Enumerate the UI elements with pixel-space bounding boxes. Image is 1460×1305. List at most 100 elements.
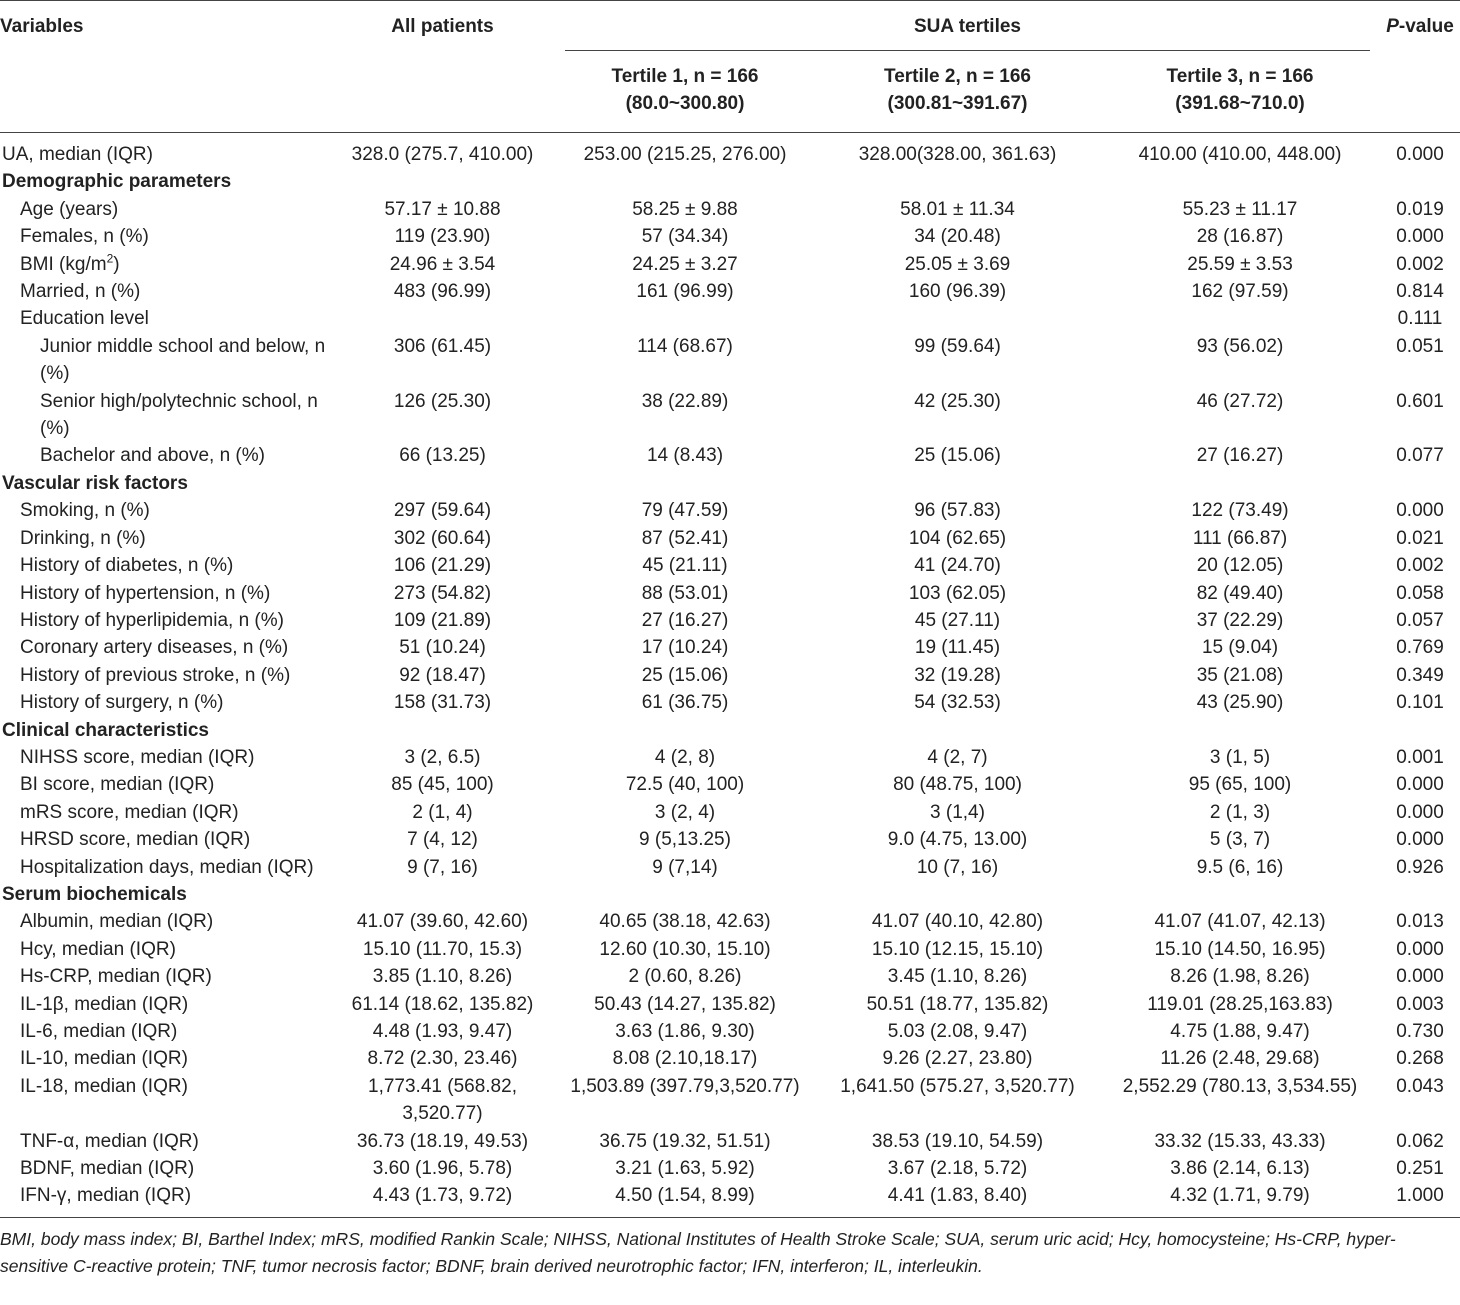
data-cell: 79 (47.59) bbox=[641, 500, 729, 522]
data-row: Age (years) 57.17 ± 10.88 58.25 ± 9.88 58.0… bbox=[0, 196, 1460, 223]
data-cell: 25.05 ± 3.69 bbox=[904, 253, 1011, 275]
data-row: BI score, median (IQR) 85 (45, 100) 72.5 (… bbox=[0, 771, 1460, 798]
data-cell: 119 (23.90) bbox=[394, 226, 491, 248]
data-cell: 3 (1, 5) bbox=[1209, 746, 1271, 768]
row-label: Education level bbox=[20, 308, 149, 330]
data-row: BMI (kg/m2) 24.96 ± 3.54 24.25 ± 3.27 25.05… bbox=[0, 251, 1460, 278]
p-rest: -value bbox=[1398, 16, 1454, 37]
data-cell: 410.00 (410.00, 448.00) bbox=[1138, 144, 1342, 165]
footnote: BMI, body mass index; BI, Barthel Index;… bbox=[0, 1217, 1460, 1281]
header-cell bbox=[0, 51, 330, 132]
data-cell: 9.0 (4.75, 13.00) bbox=[887, 829, 1028, 851]
section-title: Serum biochemicals bbox=[2, 883, 187, 905]
data-cell: 3.21 (1.63, 5.92) bbox=[615, 1158, 755, 1180]
tertile-header: Tertile 1, n = 166 (80.0~300.80) bbox=[555, 51, 815, 132]
data-row: TNF-α, median (IQR) 36.73 (18.19, 49.53) 3… bbox=[0, 1128, 1460, 1155]
data-row: History of surgery, n (%) 158 (31.73) 61 (… bbox=[0, 689, 1460, 716]
data-cell: 58.01 ± 11.34 bbox=[900, 198, 1015, 220]
row-label: TNF-α, median (IQR) bbox=[20, 1130, 199, 1152]
data-cell: 0.013 bbox=[1396, 911, 1444, 933]
data-cell: 3 (2, 6.5) bbox=[404, 746, 481, 768]
data-cell: 88 (53.01) bbox=[641, 582, 729, 604]
data-cell: 54 (32.53) bbox=[914, 692, 1001, 714]
data-cell: 0.003 bbox=[1396, 993, 1444, 1015]
row-label: Females, n (%) bbox=[20, 226, 149, 248]
data-cell: 3 (2, 4) bbox=[654, 801, 716, 823]
p-italic: P bbox=[1386, 16, 1399, 37]
data-row: IFN-γ, median (IQR) 4.43 (1.73, 9.72) 4.50… bbox=[0, 1182, 1460, 1209]
data-cell: 0.002 bbox=[1396, 253, 1444, 275]
data-cell: 1.000 bbox=[1396, 1185, 1444, 1207]
data-cell: 61.14 (18.62, 135.82) bbox=[351, 993, 534, 1015]
section-row: Demographic parameters bbox=[0, 168, 1460, 195]
data-cell: 0.814 bbox=[1396, 281, 1444, 303]
header-cell bbox=[330, 51, 555, 132]
empty-cell bbox=[330, 305, 555, 332]
row-label: NIHSS score, median (IQR) bbox=[20, 746, 255, 768]
data-cell: 0.051 bbox=[1396, 335, 1444, 357]
data-cell: 273 (54.82) bbox=[393, 582, 492, 604]
data-cell: 25.59 ± 3.53 bbox=[1187, 253, 1293, 275]
row-label: History of previous stroke, n (%) bbox=[20, 664, 291, 686]
data-cell: 72.5 (40, 100) bbox=[625, 774, 745, 796]
row-label: Bachelor and above, n (%) bbox=[40, 445, 265, 467]
label-part: BMI (kg/m bbox=[20, 253, 107, 275]
data-cell: 7 (4, 12) bbox=[407, 829, 478, 851]
data-row: mRS score, median (IQR) 2 (1, 4) 3 (2, 4) 3… bbox=[0, 799, 1460, 826]
tertile-range: (391.68~710.0) bbox=[1175, 93, 1305, 115]
data-cell: 41.07 (39.60, 42.60) bbox=[356, 911, 529, 933]
header-cell: P-value bbox=[1380, 0, 1460, 51]
section-row: Vascular risk factors bbox=[0, 470, 1460, 497]
data-cell: 41.07 (40.10, 42.80) bbox=[871, 911, 1044, 933]
data-cell: 328.0 (275.7, 410.00) bbox=[351, 144, 534, 165]
data-cell: 306 (61.45) bbox=[393, 335, 492, 357]
data-row: Married, n (%) 483 (96.99) 161 (96.99) 160 … bbox=[0, 278, 1460, 305]
header-cell: All patients bbox=[330, 0, 555, 51]
data-cell: 93 (56.02) bbox=[1196, 335, 1284, 357]
spacer-row bbox=[0, 1210, 1460, 1218]
tertile-name: Tertile 1, n = 166 bbox=[611, 66, 759, 87]
row-label: Hcy, median (IQR) bbox=[20, 938, 176, 960]
data-cell: 10 (7, 16) bbox=[916, 856, 999, 878]
data-cell: 57.17 ± 10.88 bbox=[384, 198, 501, 220]
data-cell: 0.000 bbox=[1396, 226, 1444, 248]
data-cell: 8.72 (2.30, 23.46) bbox=[367, 1048, 518, 1070]
tertile-range: (80.0~300.80) bbox=[625, 93, 745, 115]
data-cell: 57 (34.34) bbox=[641, 226, 729, 248]
data-cell: 15 (9.04) bbox=[1201, 637, 1279, 659]
data-cell: 4 (2, 7) bbox=[927, 746, 988, 768]
data-cell: 34 (20.48) bbox=[914, 226, 1001, 248]
data-row: Education level 0.111 bbox=[0, 305, 1460, 332]
data-cell: 3.86 (2.14, 6.13) bbox=[1170, 1158, 1310, 1180]
data-cell: 126 (25.30) bbox=[393, 390, 492, 412]
data-cell: 9 (7,14) bbox=[652, 856, 718, 878]
data-cell: 160 (96.39) bbox=[908, 281, 1007, 303]
row-label: Junior middle school and below, n (%) bbox=[40, 335, 326, 385]
data-row: Coronary artery diseases, n (%) 51 (10.24… bbox=[0, 634, 1460, 661]
data-cell: 8.08 (2.10,18.17) bbox=[612, 1048, 758, 1070]
data-cell: 28 (16.87) bbox=[1196, 226, 1284, 248]
data-cell: 114 (68.67) bbox=[637, 335, 733, 357]
data-cell: 0.077 bbox=[1396, 445, 1444, 467]
data-row: Drinking, n (%) 302 (60.64) 87 (52.41) 104 … bbox=[0, 525, 1460, 552]
data-row: UA, median (IQR) 328.0 (275.7, 410.00) 253… bbox=[0, 141, 1460, 168]
row-label: mRS score, median (IQR) bbox=[20, 801, 239, 823]
header-cell: Variables bbox=[0, 0, 330, 51]
data-cell: 4.43 (1.73, 9.72) bbox=[372, 1185, 513, 1207]
data-cell: 32 (19.28) bbox=[914, 664, 1001, 686]
data-cell: 0.769 bbox=[1396, 637, 1444, 659]
data-cell: 95 (65, 100) bbox=[1188, 774, 1292, 796]
row-label: IL-6, median (IQR) bbox=[20, 1021, 178, 1042]
data-cell: 19 (11.45) bbox=[914, 637, 1001, 659]
data-cell: 9 (7, 16) bbox=[407, 856, 478, 878]
header-row: Variables All patients SUA tertiles P-va… bbox=[0, 0, 1460, 51]
group-header: SUA tertiles bbox=[555, 0, 1381, 51]
row-label: Age (years) bbox=[20, 198, 119, 220]
data-cell: 106 (21.29) bbox=[393, 555, 492, 577]
data-cell: 2 (0.60, 8.26) bbox=[628, 966, 742, 988]
data-cell: 9.26 (2.27, 23.80) bbox=[882, 1048, 1033, 1070]
data-row: Bachelor and above, n (%) 66 (13.25) 14 (8… bbox=[0, 442, 1460, 469]
data-cell: 3.45 (1.10, 8.26) bbox=[887, 966, 1028, 988]
data-cell: 2,552.29 (780.13, 3,534.55) bbox=[1122, 1075, 1358, 1097]
